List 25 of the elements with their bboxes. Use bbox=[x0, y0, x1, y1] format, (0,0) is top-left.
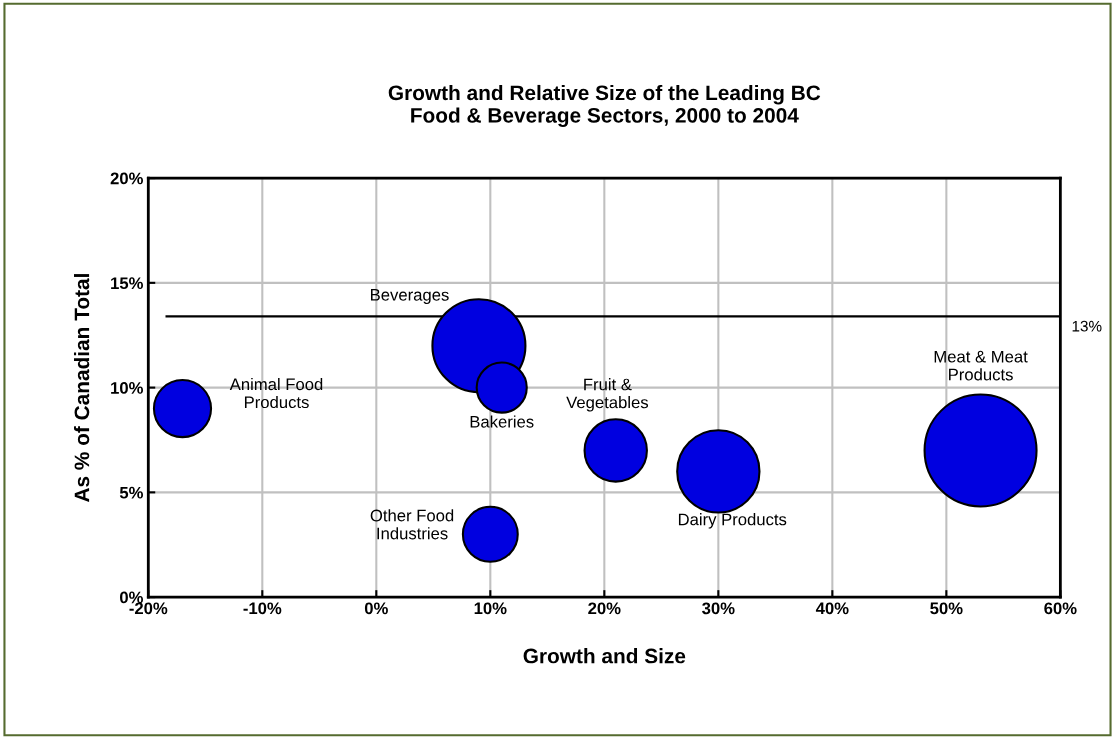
y-tick-label: 15% bbox=[111, 277, 143, 290]
series-label: Dairy Products bbox=[678, 513, 787, 529]
y-axis-title: As % of Canadian Total bbox=[73, 274, 90, 503]
x-axis-title: Growth and Size bbox=[523, 648, 686, 664]
series-label: Other Food Industries bbox=[370, 509, 454, 540]
x-tick-label: 0% bbox=[364, 602, 388, 615]
x-tick-label: 50% bbox=[930, 602, 963, 615]
series-label: Beverages bbox=[371, 289, 449, 305]
x-tick-label: -20% bbox=[129, 602, 168, 615]
ref-line-label: 13% bbox=[1072, 320, 1102, 332]
x-tick-label: 40% bbox=[815, 602, 849, 615]
y-tick-label: 20% bbox=[110, 172, 143, 185]
x-tick-label: 30% bbox=[702, 602, 735, 615]
x-tick-label: -10% bbox=[243, 602, 282, 615]
series-label: Meat & Meat Products bbox=[934, 350, 1028, 381]
y-tick-label: 10% bbox=[111, 382, 143, 394]
series-label: Animal Food Products bbox=[229, 377, 323, 409]
series-label: Bakeries bbox=[470, 415, 534, 428]
x-tick-label: 60% bbox=[1044, 602, 1077, 615]
series-label: Fruit & Vegetables bbox=[566, 378, 649, 412]
y-tick-label: 5% bbox=[119, 486, 143, 499]
x-tick-label: 10% bbox=[474, 602, 507, 615]
y-tick-label: 0% bbox=[120, 591, 143, 604]
chart-title: Growth and Relative Size of the Leading BC Food & Beverage Sectors, 2000 to 2004 bbox=[388, 84, 821, 127]
x-tick-label: 20% bbox=[588, 602, 621, 615]
